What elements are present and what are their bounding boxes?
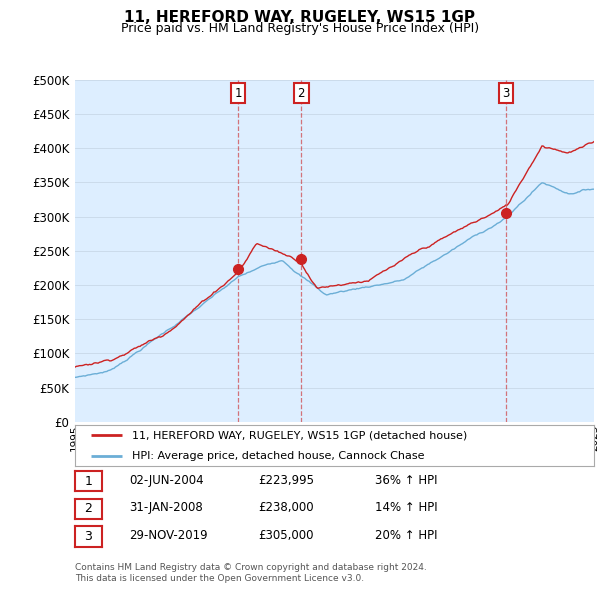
Text: 3: 3 — [502, 87, 509, 100]
Text: 11, HEREFORD WAY, RUGELEY, WS15 1GP: 11, HEREFORD WAY, RUGELEY, WS15 1GP — [125, 10, 476, 25]
Text: £223,995: £223,995 — [258, 474, 314, 487]
Text: 1: 1 — [234, 87, 242, 100]
Text: £305,000: £305,000 — [258, 529, 314, 542]
Text: 31-JAN-2008: 31-JAN-2008 — [129, 502, 203, 514]
Text: 36% ↑ HPI: 36% ↑ HPI — [375, 474, 437, 487]
Text: 3: 3 — [85, 530, 92, 543]
Text: £238,000: £238,000 — [258, 502, 314, 514]
Text: Contains HM Land Registry data © Crown copyright and database right 2024.: Contains HM Land Registry data © Crown c… — [75, 563, 427, 572]
Text: 1: 1 — [85, 474, 92, 488]
Text: Price paid vs. HM Land Registry's House Price Index (HPI): Price paid vs. HM Land Registry's House … — [121, 22, 479, 35]
Text: 02-JUN-2004: 02-JUN-2004 — [129, 474, 203, 487]
Text: 29-NOV-2019: 29-NOV-2019 — [129, 529, 208, 542]
Text: 20% ↑ HPI: 20% ↑ HPI — [375, 529, 437, 542]
Text: 2: 2 — [85, 502, 92, 516]
Text: 2: 2 — [298, 87, 305, 100]
Text: 14% ↑ HPI: 14% ↑ HPI — [375, 502, 437, 514]
Text: HPI: Average price, detached house, Cannock Chase: HPI: Average price, detached house, Cann… — [132, 451, 425, 461]
Text: This data is licensed under the Open Government Licence v3.0.: This data is licensed under the Open Gov… — [75, 574, 364, 583]
Text: 11, HEREFORD WAY, RUGELEY, WS15 1GP (detached house): 11, HEREFORD WAY, RUGELEY, WS15 1GP (det… — [132, 430, 467, 440]
